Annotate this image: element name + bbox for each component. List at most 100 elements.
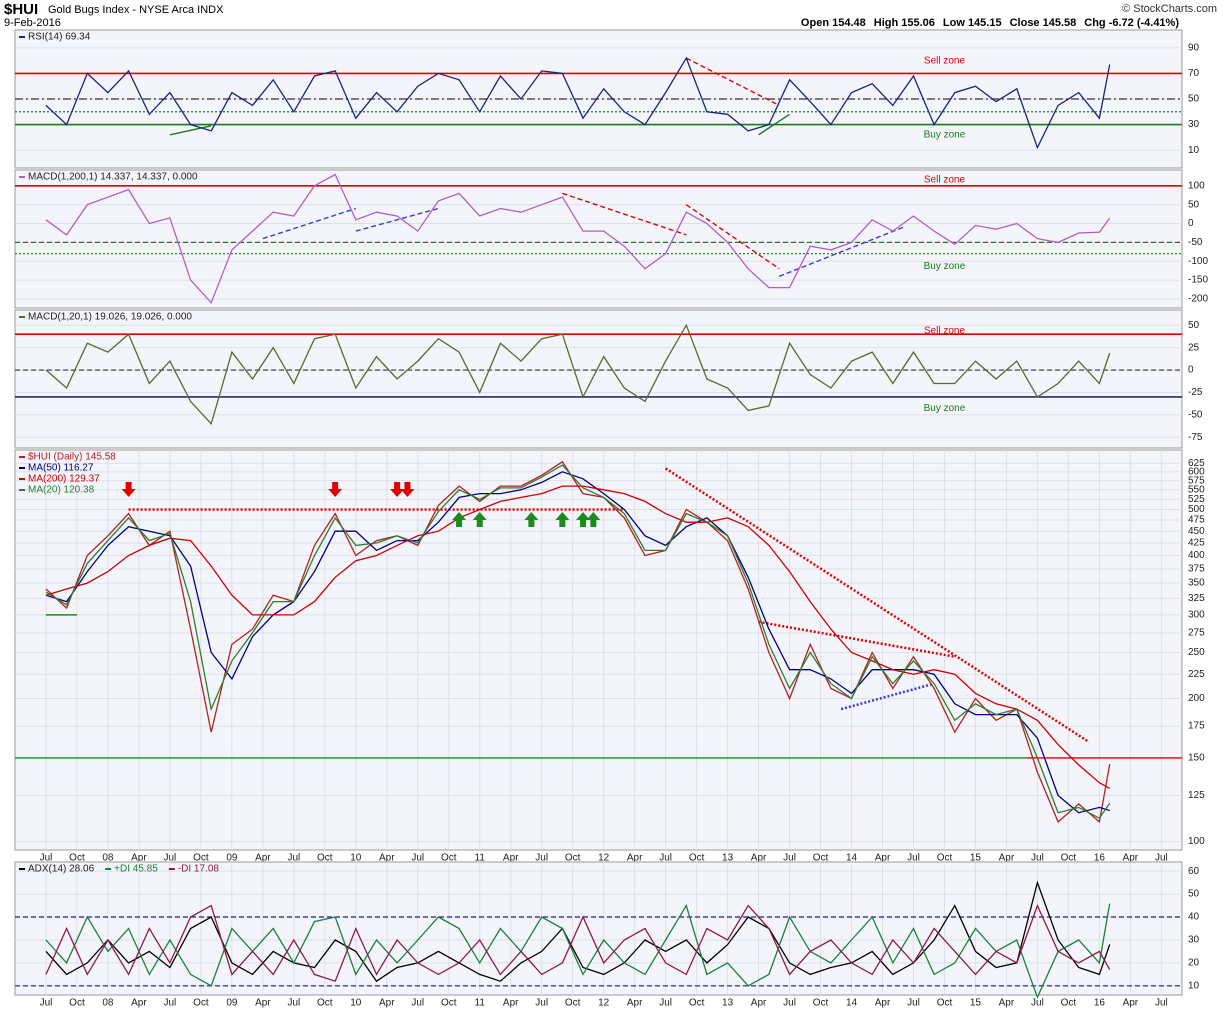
y-tick-label: 100 — [1188, 180, 1205, 191]
y-tick-label: 375 — [1188, 563, 1205, 574]
legend-label: RSI(14) 69.34 — [28, 32, 91, 43]
y-tick-label: 325 — [1188, 593, 1205, 604]
x-tick-label: Jul — [164, 853, 177, 864]
y-tick-label: 550 — [1188, 484, 1205, 495]
x-tick-label: Apr — [627, 853, 643, 864]
buy-arrow — [524, 512, 539, 527]
x-tick-label: Jul — [287, 998, 300, 1009]
legend-swatch — [19, 316, 25, 318]
y-tick-label: 475 — [1188, 515, 1205, 526]
sell-arrow — [400, 482, 415, 497]
x-tick-label: Oct — [1061, 998, 1077, 1009]
x-tick-label: Oct — [689, 853, 705, 864]
x-tick-label: Apr — [627, 998, 643, 1009]
x-tick-label: Jul — [411, 998, 424, 1009]
y-tick-label: 400 — [1188, 550, 1205, 561]
x-tick-label: Apr — [751, 998, 767, 1009]
quote: Open 154.48 High 155.06 Low 145.15 Close 14… — [793, 17, 1179, 29]
x-tick-label: Jul — [411, 853, 424, 864]
legend-label: MA(200) 129.37 — [28, 474, 100, 485]
legend-swatch — [105, 868, 112, 870]
y-tick-label: 90 — [1188, 43, 1200, 54]
legend-swatch — [19, 489, 25, 491]
legend-label: +DI 45.85 — [114, 864, 158, 875]
quote-item: Low 145.15 — [942, 17, 1002, 29]
x-tick-label: 10 — [350, 853, 362, 864]
y-tick-label: 125 — [1188, 790, 1205, 801]
y-tick-label: 500 — [1188, 504, 1205, 515]
x-tick-label: Jul — [40, 998, 53, 1009]
series-line — [45, 56, 1111, 150]
x-tick-label: Jul — [164, 998, 177, 1009]
y-tick-label: 350 — [1188, 578, 1205, 589]
x-tick-label: Apr — [875, 853, 891, 864]
x-tick-label: 09 — [226, 998, 238, 1009]
x-tick-label: 16 — [1094, 998, 1106, 1009]
y-tick-label: 50 — [1188, 889, 1200, 900]
x-tick-label: Jul — [907, 998, 920, 1009]
x-tick-label: Jul — [535, 998, 548, 1009]
x-tick-label: Apr — [131, 998, 147, 1009]
x-tick-label: Jul — [659, 998, 672, 1009]
y-tick-label: 20 — [1188, 958, 1200, 969]
series-line — [45, 471, 1110, 814]
quote-item: Close 145.58 — [1009, 17, 1077, 29]
trend-line — [778, 226, 904, 277]
x-tick-label: 14 — [846, 998, 858, 1009]
x-tick-label: Apr — [255, 853, 271, 864]
y-tick-label: 250 — [1188, 647, 1205, 658]
y-tick-label: 0 — [1188, 218, 1194, 229]
x-tick-label: 08 — [102, 853, 114, 864]
y-tick-label: 25 — [1188, 342, 1200, 353]
y-tick-label: -200 — [1188, 294, 1208, 305]
annotation: Sell zone — [924, 325, 966, 336]
x-tick-label: Apr — [999, 998, 1015, 1009]
x-tick-label: Jul — [1031, 998, 1044, 1009]
y-tick-label: 625 — [1188, 458, 1205, 469]
y-tick-label: 40 — [1188, 912, 1200, 923]
buy-arrow — [555, 512, 570, 527]
y-tick-label: 575 — [1188, 475, 1205, 486]
legend-swatch — [19, 456, 25, 458]
legend-label: MACD(1,20,1) 19.026, 19.026, 0.000 — [28, 312, 192, 323]
series-line — [45, 173, 1111, 304]
y-tick-label: 60 — [1188, 866, 1200, 877]
trend-line — [169, 125, 212, 136]
quote-item: Chg -6.72 (-4.41%) — [1084, 17, 1179, 29]
y-tick-label: 525 — [1188, 494, 1205, 505]
legend-label: -DI 17.08 — [178, 864, 220, 875]
series-line — [45, 323, 1111, 426]
quote-item: High 155.06 — [873, 17, 935, 29]
y-tick-label: 425 — [1188, 538, 1205, 549]
y-tick-label: 50 — [1188, 94, 1200, 105]
buy-arrow — [576, 512, 591, 527]
credit: © StockCharts.com — [1122, 3, 1217, 15]
annotation: Buy zone — [924, 403, 966, 414]
legend-swatch — [19, 467, 25, 469]
x-tick-label: Oct — [937, 998, 953, 1009]
trend-line — [262, 207, 357, 240]
x-tick-label: Oct — [689, 998, 705, 1009]
panel — [14, 169, 1183, 309]
x-tick-label: 11 — [475, 853, 486, 864]
x-tick-label: Jul — [535, 853, 548, 864]
y-tick-label: 10 — [1188, 980, 1200, 991]
x-tick-label: 13 — [722, 998, 734, 1009]
y-tick-label: -25 — [1188, 387, 1203, 398]
x-tick-label: Apr — [131, 853, 147, 864]
x-tick-label: 13 — [722, 853, 734, 864]
buy-arrow — [472, 512, 487, 527]
symbol: $HUI — [4, 1, 39, 18]
legend-swatch — [168, 868, 175, 870]
x-tick-label: Apr — [379, 853, 395, 864]
y-tick-label: 30 — [1188, 935, 1200, 946]
trend-line — [758, 113, 790, 136]
buy-arrow — [586, 512, 601, 527]
trend-line — [758, 620, 956, 658]
y-tick-label: -150 — [1188, 275, 1208, 286]
y-tick-label: 225 — [1188, 669, 1205, 680]
x-tick-label: Oct — [813, 853, 829, 864]
annotation: Buy zone — [924, 129, 966, 140]
trend-line — [562, 192, 687, 236]
